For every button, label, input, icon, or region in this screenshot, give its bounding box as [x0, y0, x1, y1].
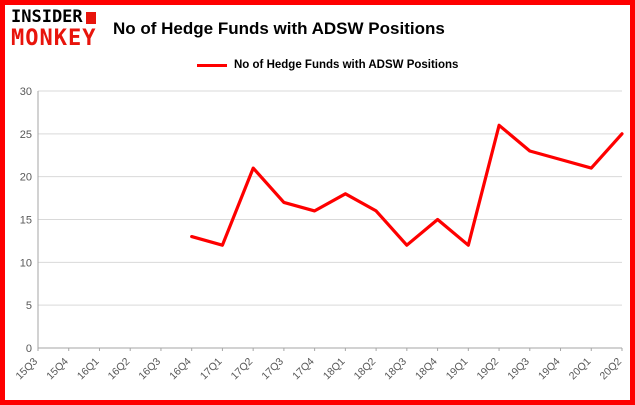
svg-text:25: 25: [20, 129, 32, 141]
svg-text:17Q4: 17Q4: [290, 356, 317, 383]
svg-text:19Q3: 19Q3: [505, 356, 532, 383]
logo-text-insider: INSIDER: [11, 7, 83, 27]
svg-text:16Q3: 16Q3: [136, 356, 163, 383]
svg-text:15: 15: [20, 215, 32, 227]
svg-text:18Q2: 18Q2: [352, 356, 379, 383]
svg-text:20: 20: [20, 172, 32, 184]
svg-text:19Q2: 19Q2: [475, 356, 502, 383]
svg-text:18Q1: 18Q1: [321, 356, 348, 383]
legend-line-swatch-icon: [197, 63, 227, 67]
svg-text:10: 10: [20, 257, 32, 269]
chart-svg: 0 5 10 15 20 25 30 15Q3 15Q4 16Q1 16Q2 16Q3 16Q4 17Q1…: [13, 86, 624, 383]
svg-text:18Q3: 18Q3: [382, 356, 409, 383]
svg-text:17Q2: 17Q2: [229, 356, 256, 383]
logo-red-block-icon: [85, 11, 96, 24]
legend-label: No of Hedge Funds with ADSW Positions: [234, 59, 459, 71]
logo-line1: INSIDER: [11, 7, 96, 27]
svg-text:15Q4: 15Q4: [44, 356, 71, 383]
svg-text:0: 0: [26, 343, 32, 355]
logo-text-monkey: MONKEY: [11, 25, 97, 51]
svg-text:15Q3: 15Q3: [13, 356, 40, 383]
svg-text:20Q1: 20Q1: [567, 356, 594, 383]
svg-text:16Q4: 16Q4: [167, 356, 194, 383]
svg-text:17Q1: 17Q1: [198, 356, 225, 383]
svg-text:20Q2: 20Q2: [597, 356, 624, 383]
svg-text:30: 30: [20, 86, 32, 98]
svg-text:19Q4: 19Q4: [536, 356, 563, 383]
insider-monkey-logo: INSIDER MONKEY: [11, 7, 97, 51]
legend: No of Hedge Funds with ADSW Positions: [197, 59, 458, 71]
chart-title: No of Hedge Funds with ADSW Positions: [113, 19, 445, 38]
svg-text:5: 5: [26, 300, 32, 312]
svg-text:16Q1: 16Q1: [75, 356, 102, 383]
svg-text:18Q4: 18Q4: [413, 356, 440, 383]
svg-text:17Q3: 17Q3: [259, 356, 286, 383]
svg-text:19Q1: 19Q1: [444, 356, 471, 383]
svg-text:16Q2: 16Q2: [106, 356, 133, 383]
chart-area: 0 5 10 15 20 25 30 15Q3 15Q4 16Q1 16Q2 16Q3 16Q4 17Q1…: [5, 85, 630, 400]
